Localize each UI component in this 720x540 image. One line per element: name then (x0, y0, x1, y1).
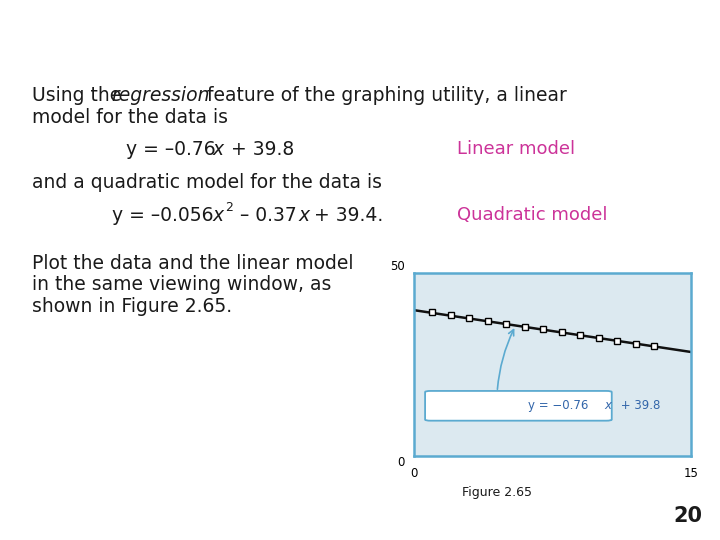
Text: Quadratic model: Quadratic model (457, 206, 608, 224)
Text: 50: 50 (390, 260, 405, 273)
Text: y = –0.056: y = –0.056 (112, 206, 213, 225)
Text: Solution: Solution (266, 22, 410, 51)
Text: y = −0.76: y = −0.76 (528, 399, 588, 413)
Text: shown in Figure 2.65.: shown in Figure 2.65. (32, 297, 233, 316)
Text: Linear model: Linear model (457, 140, 575, 158)
Text: Using the: Using the (32, 86, 127, 105)
Text: 2: 2 (225, 201, 233, 214)
Text: x: x (212, 140, 223, 159)
Text: and a quadratic model for the data is: and a quadratic model for the data is (32, 173, 382, 192)
Text: Example 4 –: Example 4 – (43, 22, 257, 51)
Text: 15: 15 (684, 467, 698, 480)
FancyBboxPatch shape (425, 391, 612, 421)
Text: 20: 20 (673, 507, 702, 526)
Text: regression: regression (112, 86, 210, 105)
Text: model for the data is: model for the data is (32, 108, 228, 127)
Text: 0: 0 (410, 467, 418, 480)
Text: x: x (212, 206, 223, 225)
Text: Plot the data and the linear model: Plot the data and the linear model (32, 254, 354, 273)
Text: 0: 0 (397, 456, 405, 469)
Text: – 0.37: – 0.37 (234, 206, 297, 225)
Text: + 39.8: + 39.8 (617, 399, 661, 413)
Text: feature of the graphing utility, a linear: feature of the graphing utility, a linea… (201, 86, 567, 105)
Text: Figure 2.65: Figure 2.65 (462, 486, 532, 499)
Text: y = –0.76: y = –0.76 (126, 140, 215, 159)
Text: x: x (604, 399, 611, 413)
Text: + 39.4.: + 39.4. (308, 206, 384, 225)
Text: x: x (299, 206, 310, 225)
Text: + 39.8: + 39.8 (225, 140, 294, 159)
Text: in the same viewing window, as: in the same viewing window, as (32, 275, 332, 294)
